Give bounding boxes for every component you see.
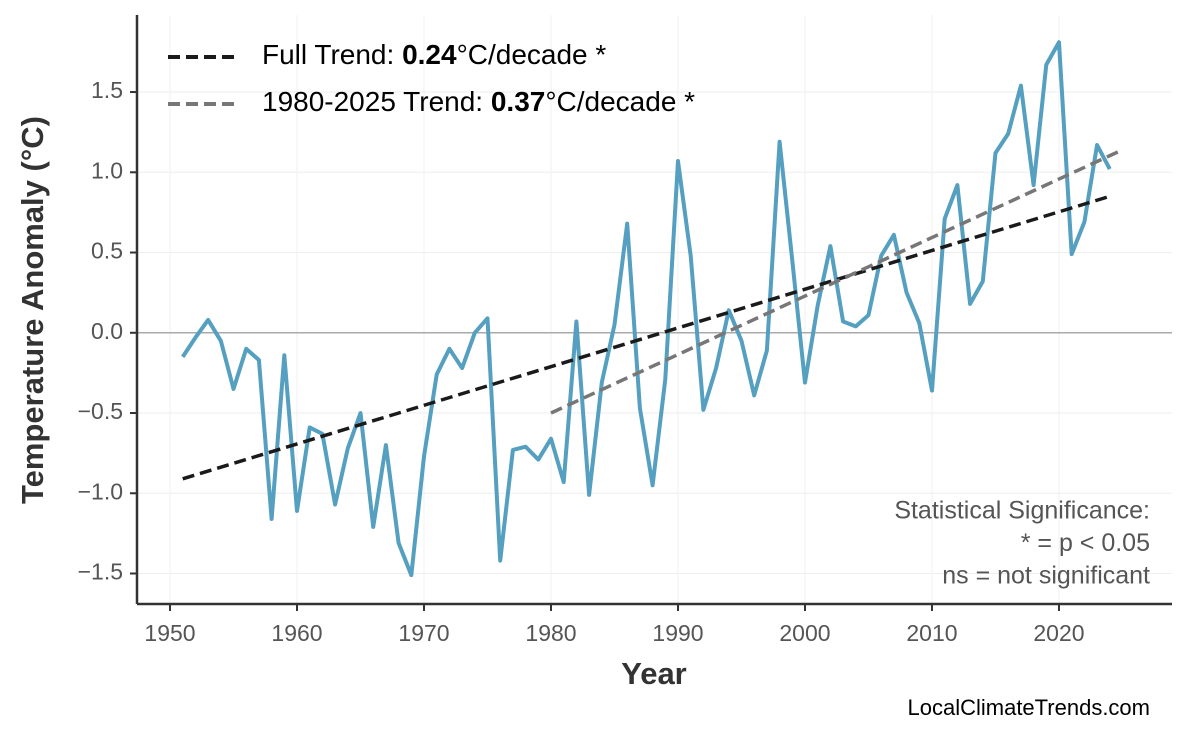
- y-tick-label: 1.0: [91, 157, 123, 183]
- legend-name: 1980-2025 Trend:: [262, 86, 483, 117]
- watermark: LocalClimateTrends.com: [908, 695, 1151, 720]
- annotation: * = p < 0.05: [1021, 529, 1150, 557]
- legend-entry: Full Trend: 0.24°C/decade *: [262, 39, 606, 70]
- annotation: ns = not significant: [942, 562, 1150, 590]
- legend-rate: 0.37: [491, 86, 546, 117]
- x-tick-label: 1980: [525, 620, 576, 646]
- x-tick-label: 2020: [1033, 620, 1084, 646]
- legend-entry: 1980-2025 Trend: 0.37°C/decade *: [262, 86, 695, 117]
- legend-unit: °C/decade *: [457, 39, 607, 70]
- x-tick-label: 1970: [398, 620, 449, 646]
- x-tick-label: 1960: [271, 620, 322, 646]
- y-tick-label: 1.5: [91, 77, 123, 103]
- annotation: Statistical Significance:: [894, 497, 1150, 525]
- y-tick-label: −0.5: [78, 398, 123, 424]
- data-line: [181, 40, 1112, 578]
- legend-name: Full Trend:: [262, 39, 394, 70]
- trend-line: [550, 148, 1124, 415]
- legend-unit: °C/decade *: [545, 86, 695, 117]
- legend-rate: 0.24: [402, 39, 457, 70]
- y-tick-label: −1.0: [78, 478, 123, 504]
- x-axis-label: Year: [621, 656, 687, 691]
- x-tick-label: 1950: [144, 620, 195, 646]
- y-tick-label: 0.0: [91, 318, 123, 344]
- y-tick-label: 0.5: [91, 238, 123, 264]
- x-tick-label: 1990: [652, 620, 703, 646]
- y-tick-label: −1.5: [78, 559, 123, 585]
- y-axis-label: Temperature Anomaly (°C): [15, 116, 50, 504]
- x-tick-label: 2010: [906, 620, 957, 646]
- x-tick-label: 2000: [779, 620, 830, 646]
